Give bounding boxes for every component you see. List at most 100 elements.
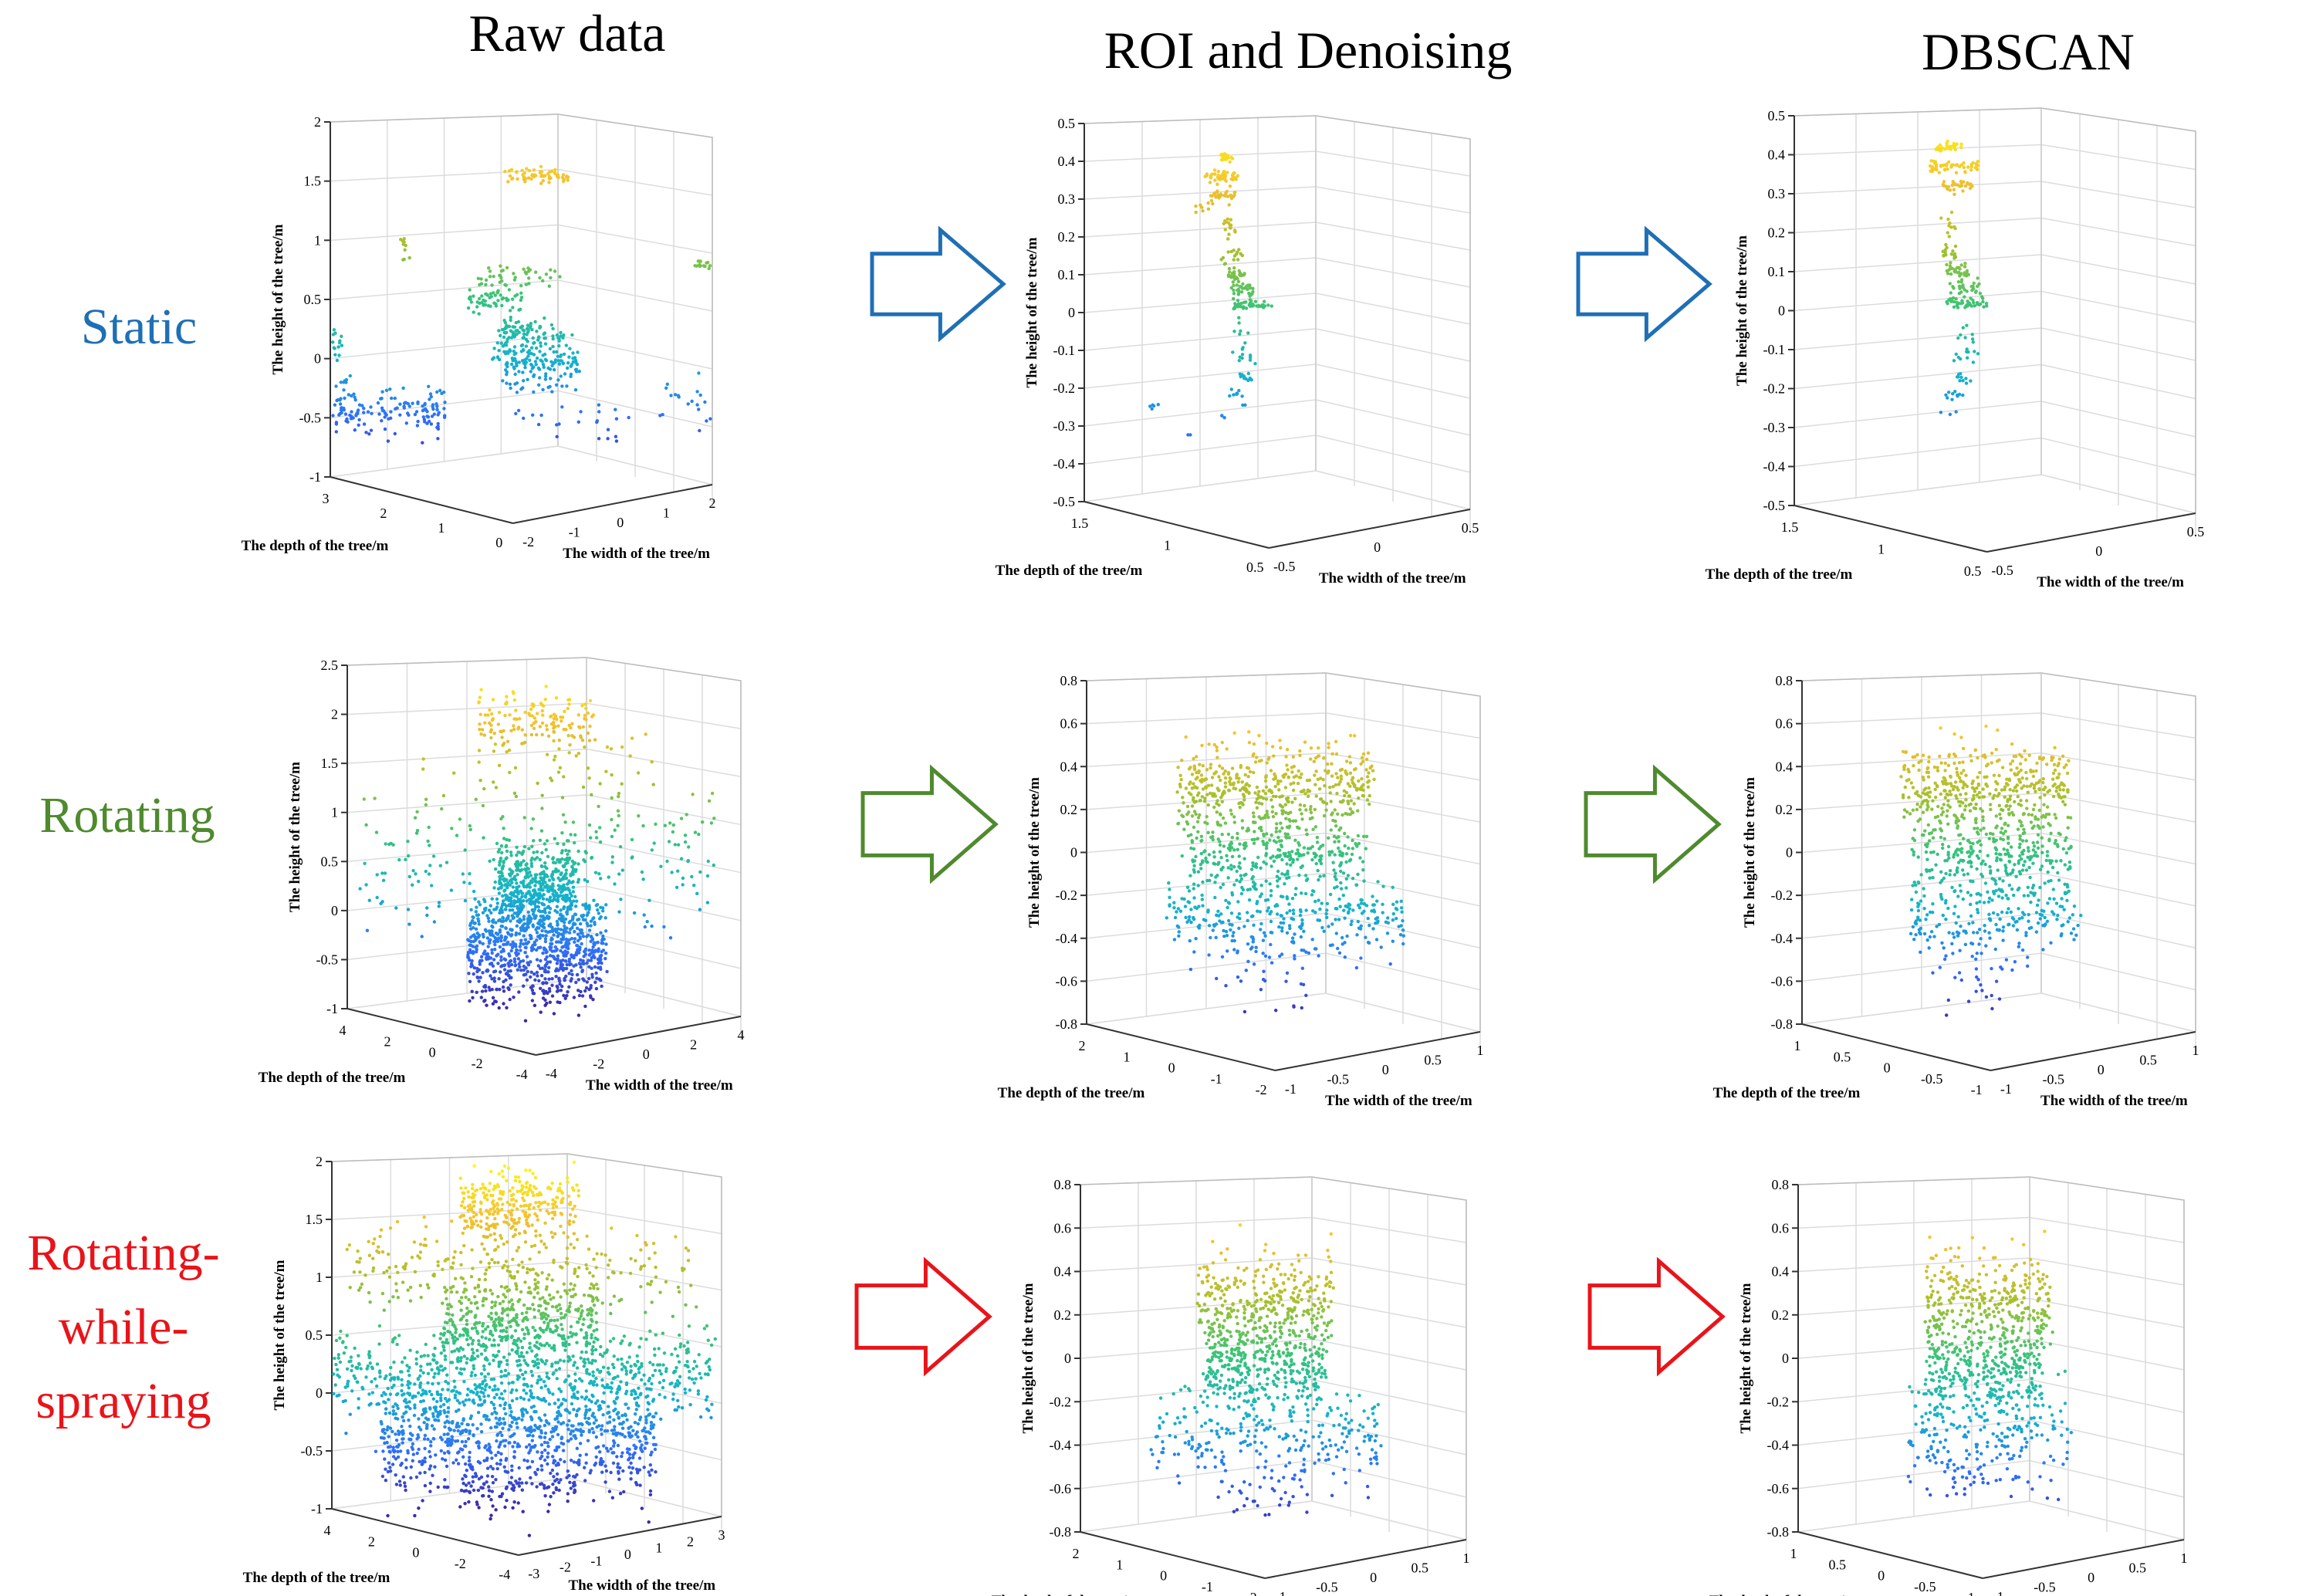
grid-line: [1801, 672, 2196, 697]
scatter-point: [549, 323, 554, 327]
scatter-point: [1327, 769, 1330, 773]
scatter-point: [509, 729, 513, 732]
scatter-point: [526, 330, 529, 335]
scatter-point: [492, 275, 495, 279]
scatter-point: [1348, 807, 1353, 811]
scatter-point: [1965, 347, 1969, 351]
scatter-point: [697, 832, 701, 837]
scatter-point: [1276, 847, 1280, 852]
scatter-point: [524, 868, 528, 873]
scatter-point: [2007, 813, 2011, 817]
scatter-point: [1344, 860, 1348, 864]
depth-tick-label: -4: [516, 1067, 528, 1082]
scatter-point: [595, 419, 600, 423]
scatter-point: [574, 754, 578, 758]
scatter-point: [380, 900, 384, 904]
scatter-point: [560, 984, 564, 989]
scatter-point: [1285, 897, 1290, 901]
scatter-point: [631, 855, 634, 859]
scatter-point: [560, 849, 564, 853]
scatter-point: [1359, 924, 1364, 928]
scatter-point: [1229, 193, 1233, 198]
scatter-point: [493, 742, 498, 746]
scatter-point: [1309, 757, 1313, 761]
scatter-point: [1216, 822, 1220, 826]
scatter-point: [570, 333, 574, 337]
scatter-point: [428, 397, 431, 401]
scatter-point: [1209, 198, 1214, 203]
scatter-point: [558, 878, 562, 883]
scatter-point: [2016, 827, 2020, 831]
scatter-point: [1294, 852, 1298, 856]
scatter-point: [1946, 799, 1950, 803]
scatter-point: [1960, 847, 1964, 850]
scatter-point: [502, 837, 506, 840]
scatter-point: [1235, 392, 1239, 396]
scatter-point: [1947, 391, 1951, 394]
scatter-point: [436, 421, 440, 426]
scatter-point: [1335, 884, 1339, 889]
scatter-point: [483, 908, 487, 912]
scatter-point: [1969, 168, 1973, 172]
scatter-point: [1946, 763, 1951, 767]
scatter-point: [567, 938, 571, 942]
scatter-point: [494, 867, 498, 871]
scatter-point: [1185, 813, 1189, 817]
width-tick-label: -0.5: [1273, 559, 1296, 574]
scatter-point: [1942, 253, 1946, 258]
scatter-point: [1150, 407, 1154, 411]
scatter-point: [533, 916, 537, 920]
scatter-point: [564, 343, 568, 347]
scatter-point: [617, 794, 620, 799]
scatter-point: [483, 721, 487, 725]
scatter-point: [1300, 772, 1303, 776]
scatter-point: [507, 324, 511, 329]
scatter-point: [489, 974, 492, 978]
scatter-point: [2053, 746, 2057, 749]
z-tick-label: -1: [326, 1001, 338, 1016]
scatter-point: [1304, 828, 1308, 832]
scatter-point: [480, 959, 484, 962]
scatter-point: [1263, 779, 1268, 783]
scatter-point: [500, 279, 504, 283]
scatter-point: [1229, 864, 1233, 867]
scatter-point: [1335, 791, 1339, 796]
scatter-point: [1232, 277, 1237, 281]
scatter-point: [1395, 908, 1399, 911]
scatter-point: [1231, 271, 1235, 276]
scatter-point: [1207, 853, 1212, 857]
scatter-point: [538, 376, 542, 380]
scatter-point: [1945, 792, 1949, 796]
scatter-point: [570, 864, 574, 869]
scatter-point: [486, 916, 491, 921]
scatter-point: [2046, 790, 2050, 794]
scatter-point: [508, 174, 512, 178]
scatter-point: [505, 381, 509, 385]
scatter-point: [2051, 784, 2055, 788]
scatter-point: [1264, 785, 1269, 789]
scatter-point: [389, 841, 393, 846]
scatter-point: [697, 407, 701, 411]
scatter-point: [1192, 800, 1197, 804]
scatter-point: [581, 935, 586, 938]
scatter-point: [1932, 765, 1937, 769]
scatter-point: [1211, 928, 1215, 932]
scatter-point: [1212, 855, 1216, 859]
scatter-point: [557, 979, 562, 983]
scatter-point: [567, 751, 571, 755]
scatter-point: [1279, 843, 1283, 847]
scatter-point: [1224, 898, 1228, 903]
scatter-point: [1994, 814, 1998, 818]
scatter-point: [1148, 404, 1152, 408]
scatter-point: [2005, 848, 2010, 852]
scatter-point: [1962, 817, 1966, 820]
scatter-point: [1966, 356, 1969, 360]
scatter-point: [2028, 875, 2032, 880]
scatter-point: [581, 977, 585, 981]
scatter-point: [2006, 800, 2010, 803]
scatter-point: [539, 884, 543, 888]
scatter-point: [521, 370, 525, 374]
scatter-point: [569, 907, 573, 911]
scatter-point: [2003, 795, 2007, 800]
row-label-line: Rotating-: [27, 1225, 219, 1281]
